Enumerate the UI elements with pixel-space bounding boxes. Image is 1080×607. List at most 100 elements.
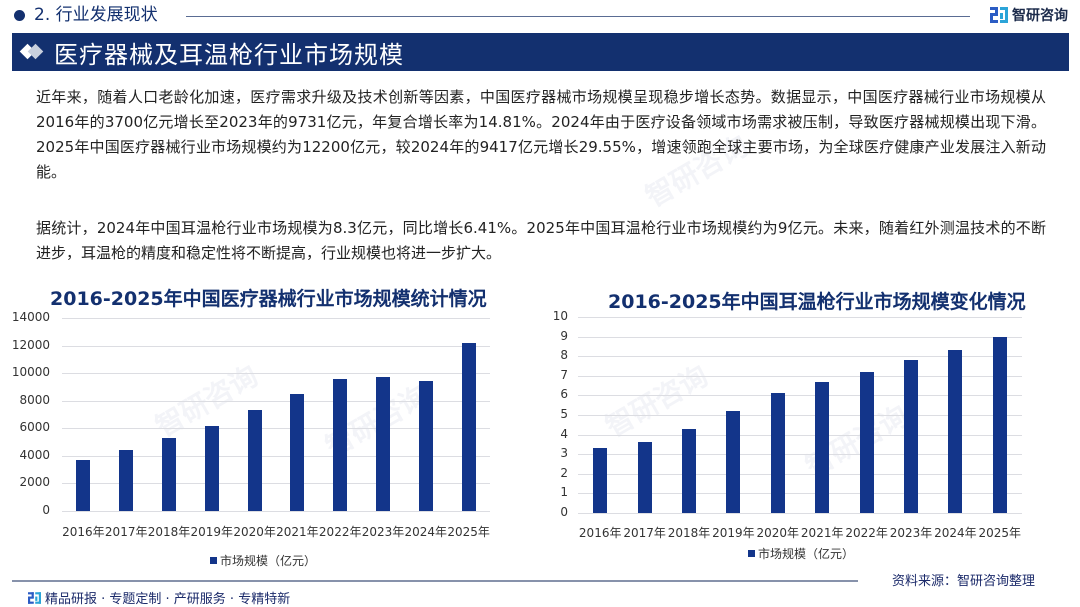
- y-tick-label: 2000: [19, 475, 50, 490]
- x-tick-label: 2017年: [104, 525, 148, 539]
- logo-icon: [990, 7, 1008, 23]
- footer-tagline: 精品研报 · 专题定制 · 产研服务 · 专精特新: [28, 588, 290, 607]
- x-tick-label: 2020年: [233, 525, 276, 539]
- y-tick-label: 8: [560, 348, 568, 363]
- x-tick-label: 2023年: [889, 526, 933, 540]
- bar: [682, 428, 696, 513]
- diamond-icon: [18, 42, 48, 62]
- y-tick-label: 3: [560, 446, 568, 461]
- y-tick-label: 4000: [19, 447, 50, 462]
- gridline: [578, 336, 1022, 338]
- x-tick-label: 2020年: [756, 526, 800, 540]
- gridline: [62, 483, 490, 485]
- gridline: [578, 434, 1022, 436]
- bar: [461, 342, 476, 511]
- x-tick-label: 2016年: [578, 526, 622, 540]
- y-tick-label: 5: [560, 407, 568, 421]
- y-tick-label: 2: [560, 465, 568, 480]
- gridline: [62, 373, 490, 375]
- y-tick-label: 14000: [11, 310, 50, 324]
- bar: [418, 381, 433, 511]
- x-tick-label: 2025年: [447, 525, 490, 539]
- gridline: [62, 345, 490, 347]
- footer-divider: [12, 580, 858, 582]
- x-tick-label: 2021年: [800, 526, 844, 540]
- legend-medical-devices: 市场规模（亿元）: [210, 552, 316, 569]
- bar: [770, 393, 785, 513]
- gridline: [62, 400, 490, 402]
- page-title-band: 医疗器械及耳温枪行业市场规模: [12, 33, 1069, 71]
- logo-text: 智研咨询: [1012, 8, 1068, 24]
- bar: [119, 450, 134, 511]
- bar: [593, 448, 608, 513]
- gridline: [578, 454, 1022, 456]
- y-tick-label: 0: [560, 505, 568, 519]
- x-tick-label: 2021年: [276, 525, 319, 539]
- y-tick-label: 6000: [19, 420, 50, 435]
- x-tick-label: 2024年: [404, 525, 448, 539]
- y-tick-label: 9: [560, 328, 568, 343]
- x-tick-label: 2023年: [361, 525, 405, 539]
- divider: [186, 16, 970, 17]
- x-tick-label: 2024年: [934, 526, 977, 540]
- intro-paragraph-medical-devices: 近年来，随着人口老龄化加速，医疗需求升级及技术创新等因素，中国医疗器械市场规模呈…: [36, 88, 1046, 181]
- page-title: 医疗器械及耳温枪行业市场规模: [54, 40, 404, 69]
- x-tick-label: 2018年: [667, 526, 711, 540]
- bar: [333, 378, 348, 511]
- data-source: 资料来源：智研咨询整理: [892, 574, 1036, 589]
- y-tick-label: 10: [552, 309, 568, 323]
- bullet-icon: [14, 10, 25, 21]
- watermark: 智研咨询: [600, 359, 714, 444]
- top-bar: 2. 行业发展现状 智研咨询: [0, 0, 1080, 32]
- y-tick-label: 4: [560, 426, 568, 441]
- chart-title-medical-devices: 2016-2025年中国医疗器械行业市场规模统计情况: [50, 288, 487, 310]
- y-tick-label: 10000: [11, 365, 50, 380]
- y-tick-label: 6: [560, 387, 568, 402]
- y-tick-label: 8000: [19, 392, 50, 407]
- bar: [204, 425, 219, 511]
- x-tick-label: 2019年: [712, 526, 755, 540]
- x-tick-label: 2018年: [147, 525, 191, 539]
- legend-ear-thermometer: 市场规模（亿元）: [748, 545, 854, 562]
- bar: [290, 393, 305, 511]
- chart-title-ear-thermometer: 2016-2025年中国耳温枪行业市场规模变化情况: [608, 291, 1026, 313]
- bar: [76, 459, 91, 511]
- y-tick-label: 0: [42, 503, 50, 517]
- bar: [815, 381, 830, 513]
- bar: [376, 376, 390, 511]
- intro-paragraph-ear-thermometer: 据统计，2024年中国耳温枪行业市场规模为8.3亿元，同比增长6.41%。202…: [36, 219, 1046, 262]
- gridline: [578, 395, 1022, 397]
- logo-icon: [28, 591, 41, 604]
- gridline: [62, 318, 490, 319]
- bar: [726, 411, 741, 513]
- gridline: [578, 513, 1022, 514]
- legend-swatch: [748, 550, 755, 557]
- y-tick-label: 12000: [11, 337, 50, 352]
- gridline: [62, 455, 490, 457]
- gridline: [578, 375, 1022, 377]
- brand-logo: 智研咨询: [990, 5, 1068, 25]
- bar: [948, 350, 963, 513]
- bar: [859, 371, 874, 513]
- legend-label: 市场规模（亿元）: [758, 547, 855, 561]
- gridline: [578, 415, 1022, 416]
- x-tick-label: 2022年: [318, 525, 362, 539]
- x-tick-label: 2025年: [978, 526, 1022, 540]
- bar: [247, 410, 262, 511]
- bar: [162, 437, 176, 511]
- legend-label: 市场规模（亿元）: [220, 554, 317, 568]
- y-tick-label: 1: [560, 485, 568, 500]
- bar: [637, 442, 652, 513]
- gridline: [62, 511, 490, 512]
- x-tick-label: 2017年: [623, 526, 666, 540]
- bar: [904, 360, 918, 513]
- x-tick-label: 2016年: [62, 525, 105, 539]
- x-tick-label: 2019年: [190, 525, 234, 539]
- section-label: 2. 行业发展现状: [34, 5, 158, 25]
- gridline: [62, 428, 490, 430]
- x-tick-label: 2022年: [845, 526, 888, 540]
- gridline: [578, 356, 1022, 358]
- gridline: [578, 493, 1022, 495]
- legend-swatch: [210, 557, 217, 564]
- gridline: [578, 317, 1022, 318]
